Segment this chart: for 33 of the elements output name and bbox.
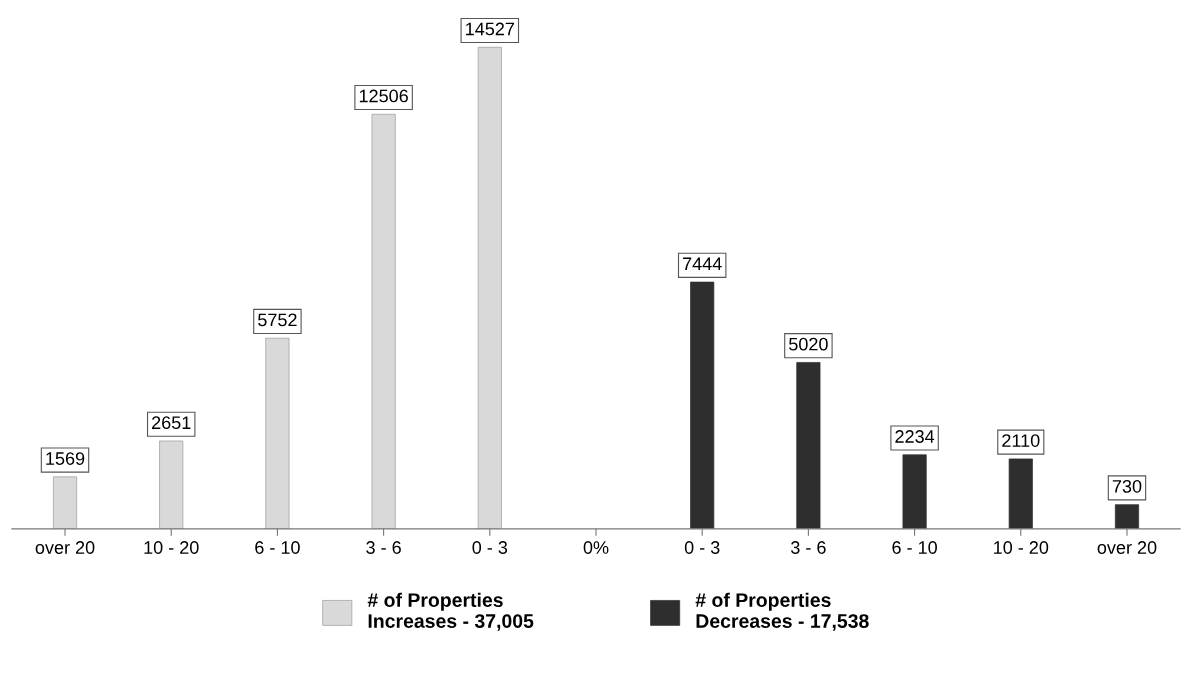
data-label: 2651	[152, 416, 191, 430]
x-tick-label: 3 - 6	[366, 541, 401, 554]
bar	[796, 362, 821, 529]
data-label: 14527	[466, 22, 514, 36]
bar	[902, 454, 927, 529]
x-tick-label: over 20	[1097, 541, 1157, 554]
bar	[52, 476, 78, 529]
x-tick-label: 6 - 10	[892, 541, 937, 554]
bar	[690, 281, 715, 529]
data-label: 12506	[359, 89, 408, 103]
bar	[371, 113, 396, 529]
bar	[477, 46, 502, 529]
x-tick-label: 0 - 3	[684, 541, 720, 554]
data-label: 2110	[1002, 434, 1040, 447]
x-tick-label: 0 - 3	[472, 541, 508, 554]
x-tick-label: 0%	[583, 541, 609, 554]
x-tick-label: over 20	[35, 541, 95, 554]
bar	[265, 337, 290, 529]
x-tick-label: 6 - 10	[255, 541, 300, 554]
data-label: 2234	[895, 430, 935, 443]
data-label: 5752	[258, 313, 297, 327]
bar	[159, 440, 184, 529]
data-label: 1569	[46, 452, 85, 465]
bar	[1114, 504, 1140, 529]
legend-label: # of Properties Increases - 37,005	[367, 592, 534, 631]
data-label: 7444	[683, 257, 722, 270]
data-label: 730	[1112, 479, 1142, 493]
x-tick-label: 3 - 6	[791, 541, 826, 554]
legend-label: # of Properties Decreases - 17,538	[695, 592, 869, 631]
data-label: 5020	[789, 337, 828, 351]
bar	[1008, 458, 1033, 529]
x-tick-label: 10 - 20	[994, 541, 1049, 554]
x-tick-label: 10 - 20	[144, 541, 199, 554]
